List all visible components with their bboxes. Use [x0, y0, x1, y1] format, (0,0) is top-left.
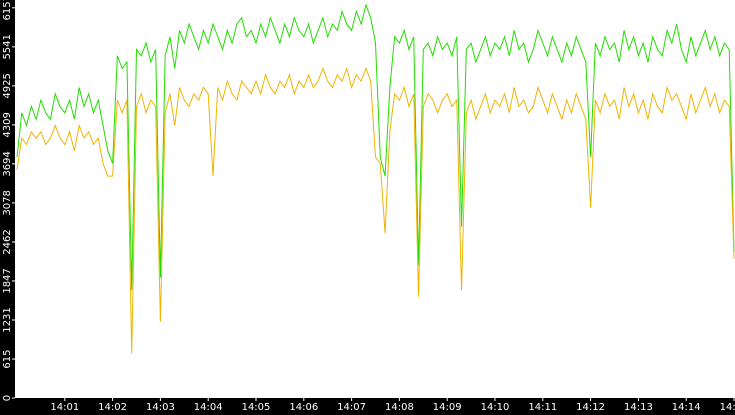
- y-tick-label: 3694: [2, 151, 13, 176]
- y-tick-label: 2462: [2, 229, 13, 254]
- x-tick-label: 14:02: [98, 402, 127, 413]
- x-tick-label: 14:10: [481, 402, 510, 413]
- x-tick-label: 14:03: [146, 402, 175, 413]
- x-tick-label: 14:14: [672, 402, 701, 413]
- x-tick-label: 14:15: [720, 402, 735, 413]
- y-tick-label: 615: [2, 349, 13, 368]
- x-tick-label: 14:13: [624, 402, 653, 413]
- x-tick-label: 14:01: [50, 402, 79, 413]
- x-tick-label: 14:09: [433, 402, 462, 413]
- x-tick-label: 14:11: [528, 402, 557, 413]
- y-tick-label: 1847: [2, 268, 13, 293]
- x-tick-label: 14:07: [337, 402, 366, 413]
- y-axis-band: [0, 0, 15, 415]
- y-tick-label: 6157: [2, 0, 13, 21]
- y-tick-label: 4309: [2, 112, 13, 137]
- x-tick-label: 14:05: [242, 402, 271, 413]
- x-axis-band: [0, 398, 735, 415]
- y-tick-label: 1231: [2, 307, 13, 332]
- y-tick-label: 4925: [2, 73, 13, 98]
- x-tick-label: 14:06: [289, 402, 318, 413]
- y-tick-label: 3078: [2, 190, 13, 215]
- x-tick-label: 14:12: [576, 402, 605, 413]
- series-line: [16, 66, 735, 354]
- x-tick-label: 14:08: [385, 402, 414, 413]
- y-tick-label: 0: [2, 395, 13, 401]
- y-tick-label: 5541: [2, 34, 13, 59]
- series-line: [16, 3, 735, 291]
- x-tick-label: 14:04: [194, 402, 223, 413]
